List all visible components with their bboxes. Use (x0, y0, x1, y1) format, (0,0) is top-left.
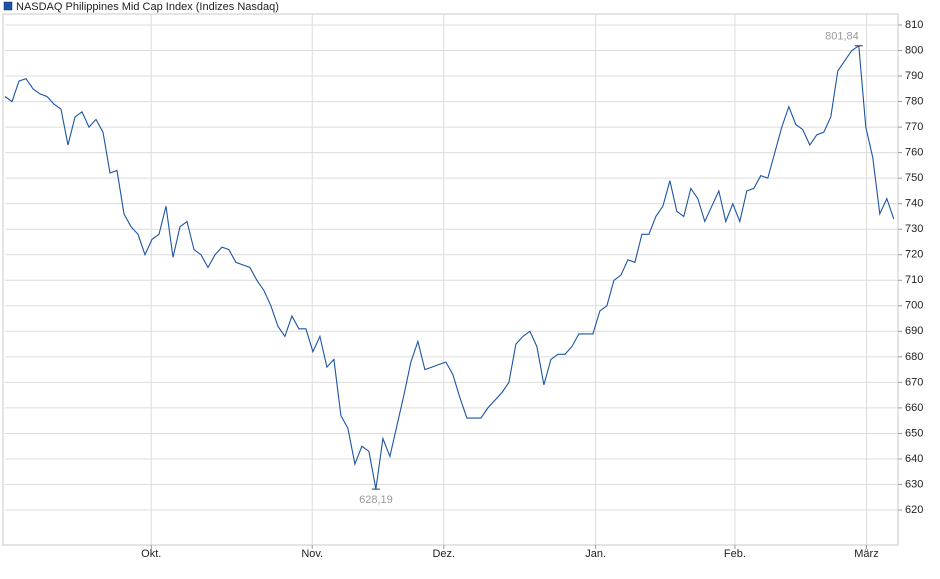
extreme-label: 628,19 (359, 494, 393, 506)
x-tick-label: März (854, 548, 878, 560)
y-tick-label: 700 (905, 300, 923, 312)
x-tick-label: Okt. (141, 548, 161, 560)
series-line (4, 44, 895, 490)
y-tick-label: 640 (905, 453, 923, 465)
y-tick-label: 730 (905, 223, 923, 235)
x-tick-label: Feb. (724, 548, 746, 560)
y-tick-label: 790 (905, 70, 923, 82)
y-tick-label: 750 (905, 172, 923, 184)
x-tick-label: Jan. (585, 548, 606, 560)
y-tick-label: 720 (905, 249, 923, 261)
legend-swatch (3, 1, 13, 11)
y-tick-label: 620 (905, 504, 923, 516)
y-tick-label: 650 (905, 427, 923, 439)
y-tick-label: 810 (905, 19, 923, 31)
y-tick-label: 770 (905, 121, 923, 133)
y-tick-label: 630 (905, 478, 923, 490)
x-tick-label: Nov. (301, 548, 323, 560)
y-tick-label: 660 (905, 402, 923, 414)
y-tick-label: 680 (905, 351, 923, 363)
y-tick-label: 800 (905, 44, 923, 56)
y-tick-label: 780 (905, 95, 923, 107)
extreme-label: 801,84 (825, 31, 859, 43)
y-tick-label: 740 (905, 198, 923, 210)
y-tick-label: 760 (905, 147, 923, 159)
y-tick-label: 690 (905, 325, 923, 337)
y-tick-label: 710 (905, 274, 923, 286)
legend-label: NASDAQ Philippines Mid Cap Index (Indize… (16, 1, 279, 13)
x-tick-label: Dez. (432, 548, 455, 560)
y-tick-label: 670 (905, 376, 923, 388)
plot-frame (2, 13, 899, 546)
